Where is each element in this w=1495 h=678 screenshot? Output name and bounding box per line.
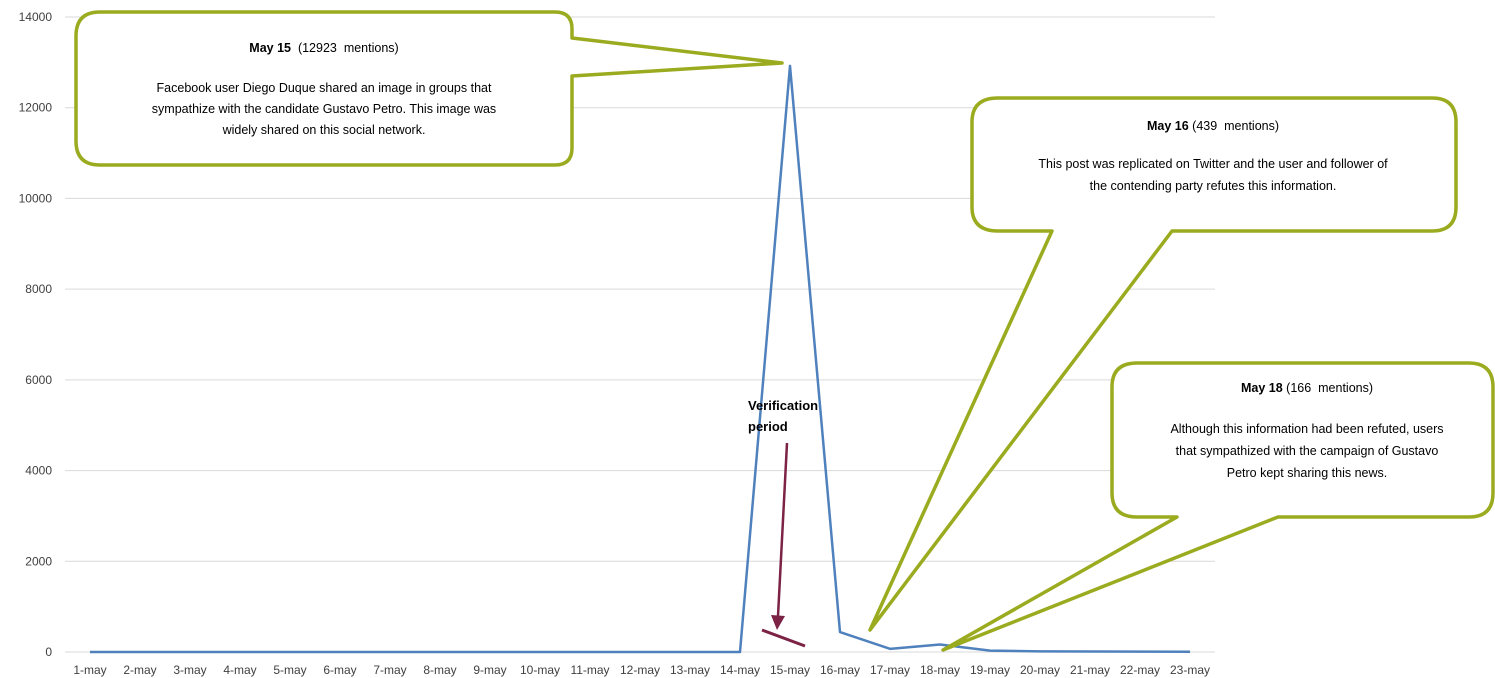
y-tick-label-2000: 2000 xyxy=(25,554,52,568)
callout-may15-line-1: Facebook user Diego Duque shared an imag… xyxy=(157,81,492,95)
x-axis-tick-labels: 1-may 2-may 3-may 4-may 5-may 6-may 7-may 8-may… xyxy=(73,663,1210,677)
callout-may15-heading: May 15 (12923 mentions) xyxy=(249,41,398,55)
x-tick-label-4-may: 4-may xyxy=(223,663,256,677)
callout-may18-line-3: Petro kept sharing this news. xyxy=(1227,466,1388,480)
x-tick-label-23-may: 23-may xyxy=(1170,663,1210,677)
x-tick-label-9-may: 9-may xyxy=(473,663,506,677)
callout-may16-count: (439 mentions) xyxy=(1189,119,1279,133)
callout-may16-line-2: the contending party refutes this inform… xyxy=(1090,179,1337,193)
verification-label-line-1: Verification xyxy=(748,398,818,413)
x-tick-label-19-may: 19-may xyxy=(970,663,1010,677)
callout-may16-heading: May 16 (439 mentions) xyxy=(1147,119,1279,133)
callout-may15-count: (12923 mentions) xyxy=(291,41,399,55)
callout-may16-date: May 16 xyxy=(1147,119,1189,133)
x-tick-label-21-may: 21-may xyxy=(1070,663,1110,677)
x-tick-label-1-may: 1-may xyxy=(73,663,106,677)
callout-may16-line-1: This post was replicated on Twitter and … xyxy=(1038,157,1388,171)
x-tick-label-20-may: 20-may xyxy=(1020,663,1060,677)
x-tick-label-15-may: 15-may xyxy=(770,663,810,677)
callout-may18-date: May 18 xyxy=(1241,381,1283,395)
verification-period-annotation: Verification period xyxy=(748,398,818,648)
callout-may16-bubble xyxy=(868,96,1458,632)
callout-may18-heading: May 18 (166 mentions) xyxy=(1241,381,1373,395)
x-tick-label-10-may: 10-may xyxy=(520,663,560,677)
x-tick-label-2-may: 2-may xyxy=(123,663,156,677)
callout-may18: May 18 (166 mentions) Although this info… xyxy=(941,361,1495,652)
x-tick-label-18-may: 18-may xyxy=(920,663,960,677)
x-tick-label-22-may: 22-may xyxy=(1120,663,1160,677)
x-tick-label-11-may: 11-may xyxy=(570,663,609,677)
callout-may16: May 16 (439 mentions) This post was repl… xyxy=(868,96,1458,632)
callout-may18-count: (166 mentions) xyxy=(1283,381,1373,395)
y-tick-label-14000: 14000 xyxy=(19,10,53,24)
x-tick-label-7-may: 7-may xyxy=(373,663,406,677)
verification-arrow-head xyxy=(771,615,785,630)
y-tick-label-8000: 8000 xyxy=(25,282,52,296)
callout-may18-line-1: Although this information had been refut… xyxy=(1170,422,1443,436)
x-tick-label-12-may: 12-may xyxy=(620,663,660,677)
callout-may15-date: May 15 xyxy=(249,41,291,55)
callout-may18-bubble xyxy=(941,361,1495,652)
x-tick-label-14-may: 14-may xyxy=(720,663,760,677)
y-tick-label-0: 0 xyxy=(45,645,52,659)
y-tick-label-4000: 4000 xyxy=(25,464,52,478)
x-tick-label-16-may: 16-may xyxy=(820,663,860,677)
y-tick-label-10000: 10000 xyxy=(19,191,53,205)
y-tick-label-6000: 6000 xyxy=(25,373,52,387)
verification-period-bar xyxy=(761,628,806,648)
x-tick-label-5-may: 5-may xyxy=(273,663,306,677)
verification-label-line-2: period xyxy=(748,419,788,434)
y-tick-label-12000: 12000 xyxy=(19,101,53,115)
series-layer xyxy=(89,64,1191,654)
callout-may18-line-2: that sympathized with the campaign of Gu… xyxy=(1176,444,1439,458)
x-tick-label-6-may: 6-may xyxy=(323,663,356,677)
x-tick-label-17-may: 17-may xyxy=(870,663,910,677)
callout-may15-bubble xyxy=(74,10,784,167)
callout-may15: May 15 (12923 mentions) Facebook user Di… xyxy=(74,10,784,167)
callout-may15-line-3: widely shared on this social network. xyxy=(222,123,426,137)
y-axis-tick-labels: 0 2000 4000 6000 8000 10000 12000 14000 xyxy=(19,10,53,659)
callout-may15-line-2: sympathize with the candidate Gustavo Pe… xyxy=(152,102,496,116)
x-tick-label-13-may: 13-may xyxy=(670,663,710,677)
verification-arrow-shaft xyxy=(776,442,789,617)
x-tick-label-3-may: 3-may xyxy=(173,663,206,677)
x-tick-label-8-may: 8-may xyxy=(423,663,456,677)
